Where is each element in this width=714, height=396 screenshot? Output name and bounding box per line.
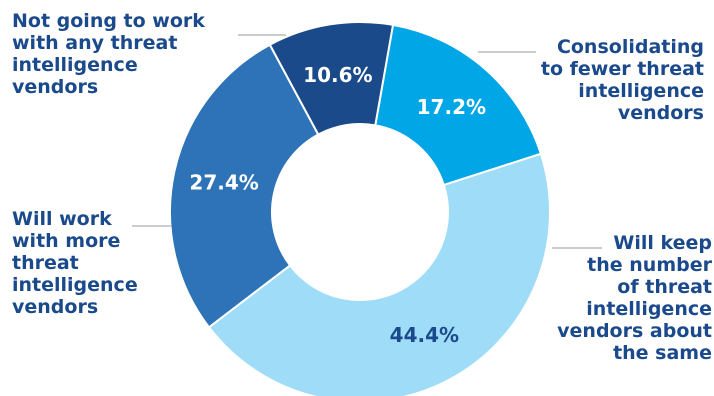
slice-label-keep-same: Will keep the number of threat intellige… [557, 232, 712, 364]
slice-label-not-working-with-any: Not going to work with any threat intell… [12, 10, 205, 98]
slice-label-consolidating: Consolidating to fewer threat intelligen… [540, 36, 704, 124]
slice-keep-same-value: 44.4% [390, 323, 459, 347]
slice-value-labels: 17.2% 44.4% 27.4% 10.6% [189, 63, 486, 347]
slice-consolidating-value: 17.2% [417, 95, 486, 119]
slice-not-working-with-any [268, 21, 395, 136]
slice-work-with-more [169, 43, 320, 329]
slice-label-work-with-more: Will work with more threat intelligence … [12, 208, 138, 318]
slice-not-working-with-any-value: 10.6% [303, 63, 372, 87]
slice-keep-same [207, 152, 551, 396]
donut-slices [169, 21, 551, 396]
slice-work-with-more-value: 27.4% [189, 171, 258, 195]
leader-lines [132, 34, 602, 249]
slice-consolidating [374, 23, 543, 187]
